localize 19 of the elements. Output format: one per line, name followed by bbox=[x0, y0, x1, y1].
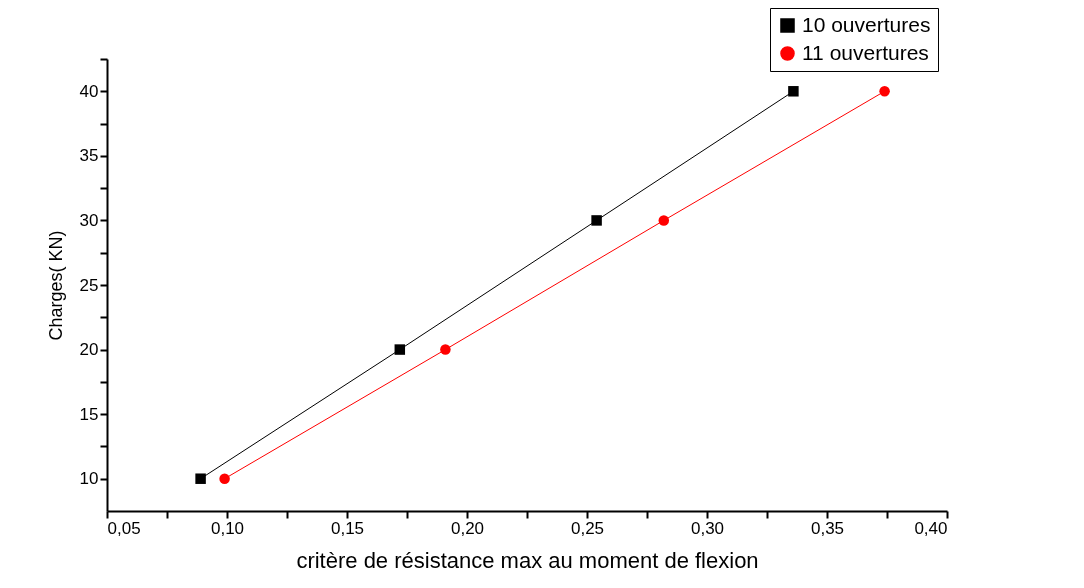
y-axis-title: Charges( KN) bbox=[45, 230, 66, 341]
x-tick-label: 0,30 bbox=[690, 518, 725, 538]
y-tick-label: 30 bbox=[79, 210, 99, 230]
y-tick-label: 40 bbox=[79, 81, 99, 101]
y-tick-label: 20 bbox=[79, 340, 99, 360]
legend-label: 10 ouvertures bbox=[802, 12, 931, 36]
x-axis-title: critère de résistance max au moment de flexion bbox=[296, 547, 759, 573]
y-tick-label: 15 bbox=[79, 404, 99, 424]
x-tick-label: 0,20 bbox=[450, 518, 485, 538]
legend-label: 11 ouvertures bbox=[802, 40, 929, 64]
x-tick-label: 0,35 bbox=[810, 518, 845, 538]
x-tick-label: 0,15 bbox=[330, 518, 365, 538]
x-tick-label: 0,40 bbox=[914, 518, 948, 538]
x-tick-label: 0,10 bbox=[210, 518, 245, 538]
x-tick-label: 0,05 bbox=[107, 518, 141, 538]
y-tick-label: 35 bbox=[79, 146, 99, 166]
x-tick-label: 0,25 bbox=[570, 518, 605, 538]
y-tick-label: 10 bbox=[79, 469, 99, 489]
y-tick-label: 25 bbox=[79, 275, 99, 295]
